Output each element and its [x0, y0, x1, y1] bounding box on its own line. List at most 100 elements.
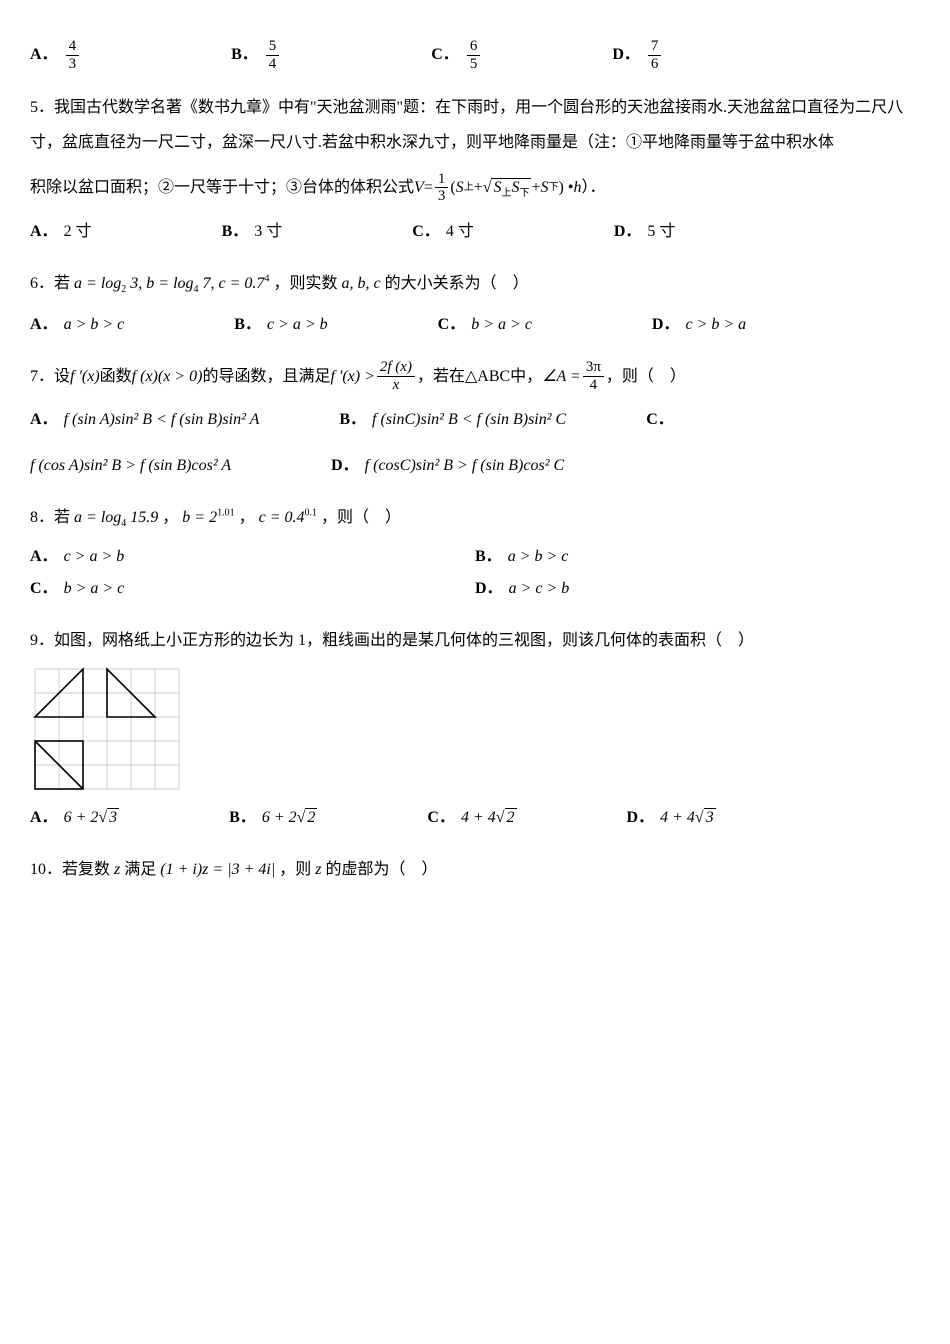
q8: 8．若 a = log4 15.9 ， b = 21.01 ， c = 0.40… [30, 500, 920, 535]
frac-num: 7 [648, 38, 662, 56]
q8-c: c = 0.4 [259, 509, 305, 526]
option-label-c: C． [30, 573, 58, 605]
q8-b: b = 2 [182, 509, 217, 526]
q4-options: A． 4 3 B． 5 4 C． 6 5 D． 7 6 [30, 38, 920, 72]
q10-z: z [114, 861, 120, 878]
q7-mid1: 函数 [100, 359, 132, 394]
frac-num: 3π [583, 359, 604, 377]
frac-den: 5 [467, 56, 481, 73]
q5: 5．我国古代数学名著《数书九章》中有"天池盆测雨"题：在下雨时，用一个圆台形的天… [30, 90, 920, 160]
option-label-b: B． [231, 39, 258, 71]
q8-sep2: ， [239, 509, 255, 526]
frac-num: 4 [66, 38, 80, 56]
q7-ineq-frac: 2f (x) x [377, 359, 415, 393]
option-label-c: C． [412, 216, 440, 248]
q8-c-sup: 0.1 [305, 508, 318, 519]
q9-b-text: 6 + 2√2 [262, 802, 318, 834]
option-label-d: D． [614, 216, 642, 248]
q8-option-d: D．a > c > b [475, 573, 860, 605]
q7-number: 7． [30, 359, 54, 394]
q8-pre: 若 [54, 509, 70, 526]
option-label-c: C． [427, 802, 455, 834]
q6-c-text: b > a > c [471, 309, 532, 341]
q7-d-text: f (cosC)sin² B > f (sin B)cos² C [365, 450, 564, 482]
q5-formula-frac: 1 3 [435, 171, 449, 205]
option-label-a: A． [30, 404, 58, 436]
q4-d-frac: 7 6 [648, 38, 662, 72]
q4-b-frac: 5 4 [266, 38, 280, 72]
q7-c-text: f (cos A)sin² B > f (sin B)cos² A [30, 450, 231, 482]
q4-c-frac: 6 5 [467, 38, 481, 72]
q8-option-b: B．a > b > c [475, 541, 860, 573]
q5-text-2: 积除以盆口面积；②一尺等于十寸；③台体的体积公式 [30, 170, 414, 205]
q5-text-1: 我国古代数学名著《数书九章》中有"天池盆测雨"题：在下雨时，用一个圆台形的天池盆… [30, 99, 903, 151]
option-label-d: D． [627, 802, 655, 834]
q6-b-text: c > a > b [267, 309, 328, 341]
q5-S1-sub: 上 [464, 177, 474, 199]
q10-pre: 若复数 [62, 861, 110, 878]
q6-option-b: B．c > a > b [234, 309, 327, 341]
q5-h: h [573, 170, 581, 205]
q5-formula-eq: = [424, 170, 433, 205]
frac-num: 6 [467, 38, 481, 56]
q6-number: 6． [30, 275, 54, 292]
q9-c-text: 4 + 4√2 [461, 802, 517, 834]
option-label-d: D． [475, 573, 503, 605]
q9-options: A．6 + 2√3 B．6 + 2√2 C．4 + 4√2 D．4 + 4√3 [30, 802, 920, 834]
q6-options: A．a > b > c B．c > a > b C．b > a > c D．c … [30, 309, 920, 341]
option-label-a: A． [30, 309, 58, 341]
frac-den: 3 [435, 188, 449, 205]
q8-b-sup: 1.01 [217, 508, 235, 519]
q5-plus1: + [474, 170, 483, 205]
q7-mid2: 的导函数，且满足 [202, 359, 330, 394]
q6: 6．若 a = log2 3, b = log4 7, c = 0.74 ，则实… [30, 266, 920, 301]
q5-b-text: 3 寸 [254, 216, 282, 248]
q7-angle-A: ∠A = [542, 359, 581, 394]
q9-text: 如图，网格纸上小正方形的边长为 1，粗线画出的是某几何体的三视图，则该几何体的表… [54, 632, 754, 649]
q6-b-val: 7, c = 0.7 [199, 275, 265, 292]
frac-den: 4 [587, 377, 601, 394]
q5-formula-V: V [414, 170, 424, 205]
q6-mid: ，则实数 [273, 275, 337, 292]
q9-option-d: D．4 + 4√3 [627, 802, 716, 834]
q5-number: 5． [30, 99, 54, 116]
q4-option-c: C． 6 5 [431, 38, 482, 72]
q7-post: ，则（ ） [606, 359, 686, 394]
option-label-c: C． [438, 309, 466, 341]
q6-post: 的大小关系为（ ） [385, 275, 529, 292]
q7-fprime: f '(x) [70, 359, 100, 394]
q7-triangle: △ABC [465, 359, 510, 394]
q8-option-c: C．b > a > c [30, 573, 415, 605]
q7-option-c-label: C． [646, 404, 680, 436]
q5-d-text: 5 寸 [647, 216, 675, 248]
option-label-b: B． [229, 802, 256, 834]
frac-num: 5 [266, 38, 280, 56]
q9: 9．如图，网格纸上小正方形的边长为 1，粗线画出的是某几何体的三视图，则该几何体… [30, 623, 920, 658]
frac-den: 4 [266, 56, 280, 73]
q5-sqrt: √S上S下 [483, 170, 532, 205]
q8-d-text: a > c > b [509, 573, 570, 605]
frac-num: 2f (x) [377, 359, 415, 377]
q8-number: 8． [30, 509, 54, 526]
q6-option-a: A．a > b > c [30, 309, 124, 341]
q6-option-d: D．c > b > a [652, 309, 746, 341]
option-label-d: D． [331, 450, 359, 482]
option-label-b: B． [234, 309, 261, 341]
q10-mid: 满足 [124, 861, 156, 878]
q7-ineq-left: f '(x) > [330, 359, 374, 394]
q4-option-b: B． 5 4 [231, 38, 281, 72]
q7-b-text: f (sinC)sin² B < f (sin B)sin² C [372, 404, 566, 436]
q9-option-a: A．6 + 2√3 [30, 802, 119, 834]
q9-number: 9． [30, 632, 54, 649]
option-label-d: D． [652, 309, 680, 341]
option-label-a: A． [30, 216, 58, 248]
q5-option-a: A．2 寸 [30, 216, 92, 248]
q7-option-d: D．f (cosC)sin² B > f (sin B)cos² C [331, 450, 564, 482]
q5-S1: S [456, 170, 464, 205]
option-label-b: B． [339, 404, 366, 436]
q8-a-val: 15.9 [126, 509, 158, 526]
q7-option-b: B．f (sinC)sin² B < f (sin B)sin² C [339, 404, 566, 436]
q5-S3-sub: 下 [519, 189, 529, 200]
q8-post: ，则（ ） [321, 509, 401, 526]
q4-option-a: A． 4 3 [30, 38, 81, 72]
